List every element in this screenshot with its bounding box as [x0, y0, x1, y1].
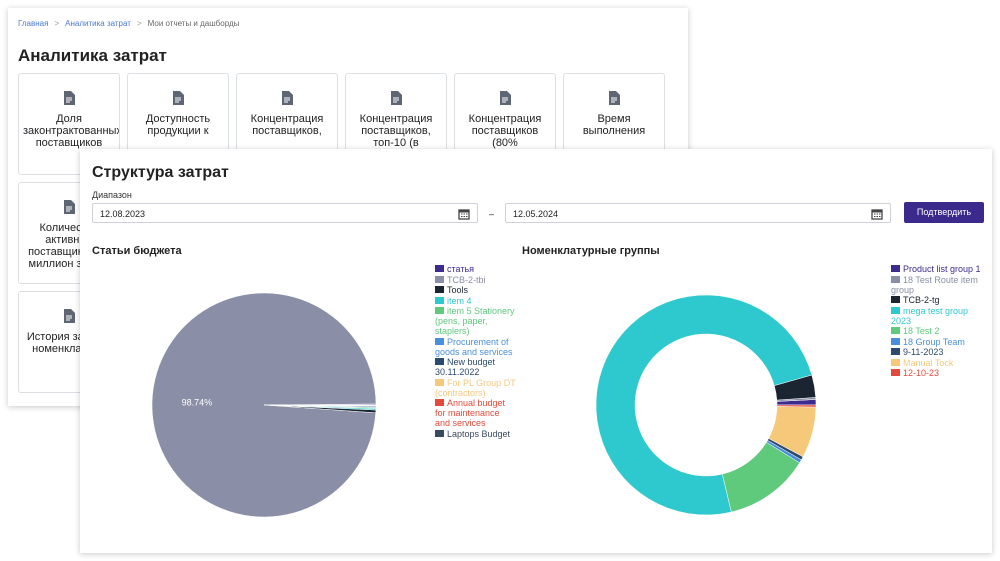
submit-button[interactable]: Подтвердить	[904, 202, 984, 223]
legend-label: Tools	[447, 285, 469, 295]
legend-label: mega test group 2023	[891, 305, 969, 326]
legend-swatch	[891, 369, 900, 376]
range-label: Диапазон	[92, 190, 132, 200]
modal-title: Структура затрат	[92, 164, 229, 181]
date-input[interactable]: 12.05.2024	[505, 203, 891, 223]
report-tile[interactable]: Концентрация поставщиков, топ-10 (в	[345, 73, 447, 175]
legend: Product list group 1 18 Test Route item g…	[891, 264, 983, 379]
doc-icon	[64, 200, 75, 214]
tile-label: Доступность продукции к	[145, 113, 211, 137]
legend-label: Procurement of goods and services	[435, 336, 513, 357]
legend-item[interactable]: item 4	[435, 296, 517, 306]
legend-swatch	[891, 265, 900, 272]
doc-icon	[609, 91, 620, 105]
doc-icon	[64, 91, 75, 105]
slice-label: 98.74%	[182, 397, 213, 407]
legend-item[interactable]: Laptops Budget	[435, 429, 517, 439]
legend-item[interactable]: For PL Group DT (contractors)	[435, 378, 517, 398]
legend-item[interactable]: Tools	[435, 285, 517, 295]
legend-swatch	[891, 306, 900, 314]
report-tile[interactable]: Доля законтрактованных поставщиков	[18, 73, 120, 175]
legend-label: TCB-2-tg	[903, 295, 940, 305]
breadcrumb-link[interactable]: Аналитика затрат	[65, 19, 131, 28]
legend-swatch	[435, 399, 444, 406]
legend-label: item 5 Stationery (pens, paper, staplers…	[435, 306, 515, 336]
legend-item[interactable]: 18 Test 2	[891, 326, 983, 336]
doc-icon	[173, 91, 184, 105]
chart-title: Статьи бюджета	[92, 245, 182, 257]
legend-item[interactable]: TCB-2-tg	[891, 295, 983, 305]
legend-swatch	[891, 327, 900, 334]
breadcrumb-current: Мои отчеты и дашборды	[147, 19, 240, 28]
modal: Структура затрат Диапазон 12.08.2023 – 1…	[80, 149, 992, 553]
doc-icon	[500, 91, 511, 105]
legend-label: New budget 30.11.2022	[435, 357, 496, 377]
date-value: 12.08.2023	[100, 209, 146, 219]
chart-title: Номенклатурные группы	[522, 245, 660, 257]
legend-item[interactable]: 18 Group Team	[891, 337, 983, 347]
date-value: 12.05.2024	[513, 209, 559, 219]
legend-swatch	[435, 337, 444, 345]
calendar-icon	[458, 209, 470, 220]
tile-label: Доля законтрактованных поставщиков	[23, 113, 120, 149]
legend: статья TCB-2-tbi Tools item 4 item 5 Station…	[435, 264, 517, 439]
legend-item[interactable]: 9-11-2023	[891, 347, 983, 357]
legend-item[interactable]: Product list group 1	[891, 264, 983, 274]
legend-item[interactable]: 18 Test Route item group	[891, 275, 983, 295]
legend-swatch	[435, 265, 444, 272]
slice	[595, 294, 813, 516]
legend-swatch	[435, 378, 444, 386]
breadcrumb-link[interactable]: Главная	[18, 19, 49, 28]
legend-label: For PL Group DT (contractors)	[435, 377, 516, 398]
legend-item[interactable]: Procurement of goods and services	[435, 337, 517, 357]
legend-label: Manual Tock	[903, 357, 954, 368]
legend-label: Product list group 1	[903, 264, 981, 274]
doc-icon	[391, 91, 402, 105]
tile-label: Концентрация поставщиков (80%	[468, 113, 542, 149]
charts: 98.74%	[151, 292, 817, 518]
legend-label: item 4	[447, 295, 472, 306]
legend-swatch	[435, 296, 444, 304]
legend-item[interactable]: New budget 30.11.2022	[435, 357, 517, 377]
legend-label: 12-10-23	[903, 368, 940, 378]
legend-swatch	[435, 286, 444, 293]
legend-label: 18 Group Team	[903, 336, 965, 347]
legend-swatch	[891, 337, 900, 345]
breadcrumb: Главная > Аналитика затрат > Мои отчеты и да…	[18, 19, 240, 28]
legend-item[interactable]: mega test group 2023	[891, 306, 983, 326]
tile-label: Концентрация поставщиков,	[250, 113, 324, 137]
legend-label: Annual budget for maintenance and servic…	[435, 398, 506, 428]
legend-item[interactable]: TCB-2-tbi	[435, 275, 517, 285]
calendar-icon	[871, 209, 883, 220]
date-separator: –	[489, 209, 495, 219]
legend-label: 9-11-2023	[903, 347, 944, 357]
legend-item[interactable]: 12-10-23	[891, 368, 983, 378]
page-title: Аналитика затрат	[18, 46, 167, 65]
tile-label: Время выполнения	[582, 113, 646, 137]
legend-swatch	[891, 348, 900, 355]
legend-swatch	[435, 307, 444, 314]
legend-item[interactable]: item 5 Stationery (pens, paper, staplers…	[435, 306, 517, 336]
legend-item[interactable]: Manual Tock	[891, 358, 983, 368]
legend-swatch	[891, 296, 900, 303]
legend-label: TCB-2-tbi	[447, 274, 486, 285]
legend-swatch	[891, 358, 900, 366]
slice	[776, 404, 817, 408]
legend-label: 18 Test Route item group	[891, 274, 978, 295]
date-input[interactable]: 12.08.2023	[92, 203, 478, 223]
legend-swatch	[435, 429, 444, 437]
legend-item[interactable]: статья	[435, 264, 517, 274]
legend-swatch	[435, 358, 444, 365]
legend-item[interactable]: Annual budget for maintenance and servic…	[435, 398, 517, 428]
legend-swatch	[891, 275, 900, 283]
legend-label: статья	[447, 264, 475, 274]
report-tile[interactable]: Время выполнения	[563, 73, 665, 175]
tile-label: Концентрация поставщиков, топ-10 (в	[359, 113, 433, 149]
doc-icon	[64, 309, 75, 323]
doc-icon	[282, 91, 293, 105]
legend-swatch	[435, 275, 444, 283]
legend-label: 18 Test 2	[903, 326, 940, 336]
legend-label: Laptops Budget	[447, 428, 511, 439]
